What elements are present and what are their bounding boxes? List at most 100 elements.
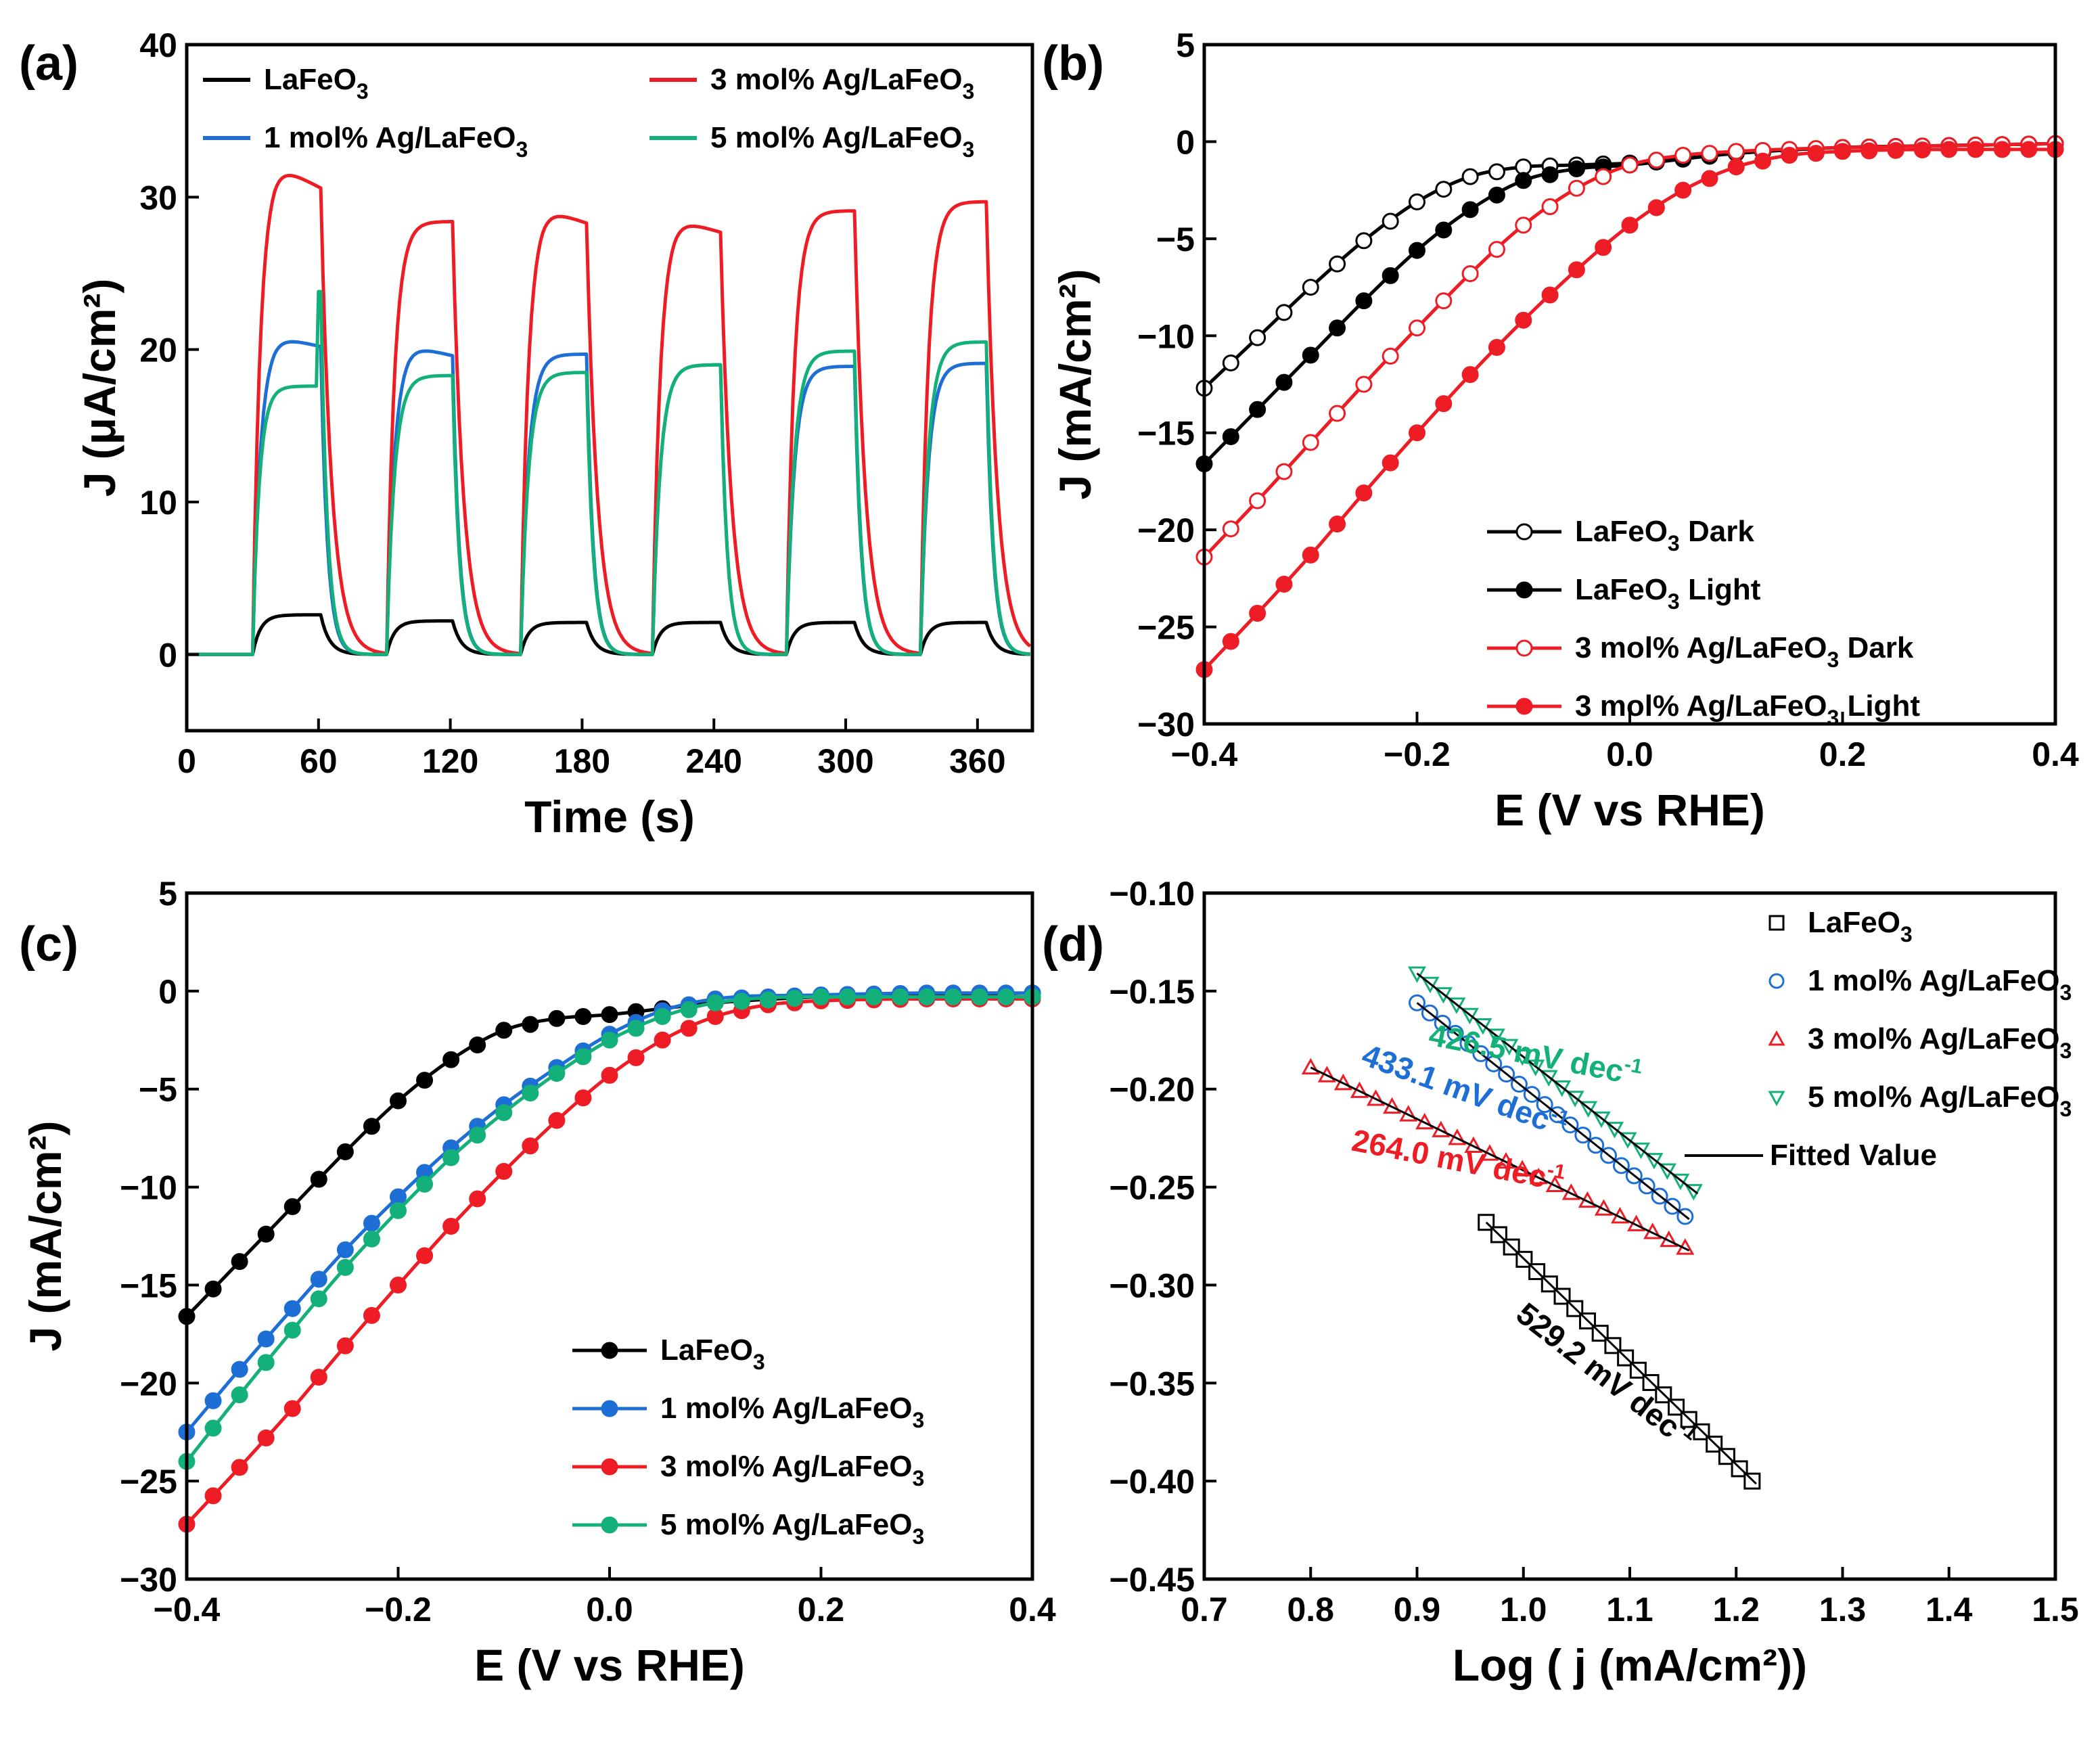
legend-entry-sub: 3 xyxy=(912,1524,924,1549)
data-point xyxy=(1568,179,1585,197)
tafel-value: 264.0 mV dec xyxy=(1349,1122,1549,1195)
legend-entry: 3 mol% Ag/LaFeO3 xyxy=(710,63,974,104)
legend-marker xyxy=(1768,1030,1785,1046)
legend-marker xyxy=(601,1458,618,1476)
data-point xyxy=(627,1020,645,1037)
panel-label: (b) xyxy=(1042,37,1104,91)
legend-marker xyxy=(1515,639,1533,657)
x-tick-label: 0.4 xyxy=(1009,1591,1056,1628)
data-point xyxy=(283,1300,301,1317)
legend-entry-sub: 3 xyxy=(516,137,528,162)
data-point xyxy=(1302,346,1319,364)
data-point xyxy=(336,1337,354,1354)
fit-line xyxy=(1416,972,1699,1195)
data-point xyxy=(495,1103,513,1121)
legend-entry-main: 3 mol% Ag/LaFeO xyxy=(1575,631,1827,664)
data-point xyxy=(1222,633,1239,650)
data-point xyxy=(416,1072,434,1089)
legend-entry: 3 mol% Ag/LaFeO3 xyxy=(660,1450,924,1490)
legend-entry-main: LaFeO xyxy=(1575,573,1668,606)
legend-entry: LaFeO3 xyxy=(1808,906,1913,947)
y-tick-label: 30 xyxy=(139,179,177,216)
fit-line xyxy=(1485,1221,1757,1485)
data-point xyxy=(336,1258,354,1276)
data-point xyxy=(680,1001,698,1018)
data-point xyxy=(522,1085,539,1102)
legend-entry-main: LaFeO xyxy=(264,63,357,96)
data-point xyxy=(1541,198,1559,216)
legend-entry-main: 3 mol% Ag/LaFeO xyxy=(710,63,962,96)
legend-entry: Fitted Value xyxy=(1770,1139,1937,1172)
data-point xyxy=(363,1230,380,1248)
legend-entry-sub: 3 xyxy=(1668,589,1680,614)
legend-entry-sub: 3 xyxy=(753,1350,765,1374)
data-point xyxy=(1674,181,1692,199)
data-point xyxy=(839,988,857,1006)
data-point xyxy=(1568,261,1585,279)
data-point xyxy=(1409,242,1425,259)
data-point xyxy=(627,1049,645,1066)
data-point xyxy=(363,1306,380,1324)
legend-entry-main: LaFeO xyxy=(1808,906,1900,939)
legend-entry-sub: 3 xyxy=(1668,531,1680,555)
data-point xyxy=(231,1459,248,1476)
data-point xyxy=(548,1112,566,1129)
data-point xyxy=(310,1170,327,1188)
y-tick-label: −0.30 xyxy=(1109,1267,1195,1304)
x-axis-label: E (V vs RHE) xyxy=(474,1640,745,1690)
legend-entry-sub: 3 xyxy=(2059,980,2072,1005)
panel-label: (d) xyxy=(1042,917,1104,972)
y-tick-label: −30 xyxy=(1137,706,1195,744)
x-tick-label: 1.4 xyxy=(1925,1591,1973,1628)
y-tick-label: −10 xyxy=(120,1169,177,1207)
data-point xyxy=(1249,401,1266,418)
data-point xyxy=(257,1354,275,1371)
data-point xyxy=(1461,168,1479,185)
data-point xyxy=(1222,428,1239,445)
legend-entry-suffix: Light xyxy=(1839,689,1920,723)
data-point xyxy=(1913,141,1931,159)
legend-entry-sub: 3 xyxy=(912,1408,924,1432)
x-tick-label: 0.7 xyxy=(1181,1591,1228,1628)
data-point xyxy=(442,1218,460,1235)
panel-b: −0.4 −0.2 0.0 0.2 0.4 5 0 −5 −10 −15 −20 −25 −30 E (V… xyxy=(1042,26,2079,835)
data-point xyxy=(1355,484,1373,502)
legend-entry-main: LaFeO xyxy=(1575,515,1668,548)
data-point xyxy=(390,1092,407,1110)
legend-marker xyxy=(601,1342,618,1359)
x-tick-label: 0.0 xyxy=(586,1591,633,1628)
x-tick-label: −0.4 xyxy=(154,1591,221,1628)
legend-marker xyxy=(1515,698,1533,715)
data-point xyxy=(1568,160,1585,178)
x-tick-label: 0.8 xyxy=(1287,1591,1334,1628)
data-point xyxy=(1409,424,1425,442)
data-point xyxy=(257,1429,275,1446)
y-tick-label: −0.25 xyxy=(1109,1169,1195,1207)
legend-entry-suffix: Dark xyxy=(1839,631,1914,664)
data-point xyxy=(1275,373,1293,391)
plot-frame xyxy=(185,43,1034,733)
x-tick-label: 1.5 xyxy=(2032,1591,2079,1628)
legend-entry-main: 5 mol% Ag/LaFeO xyxy=(1808,1080,2059,1114)
y-tick-label: −20 xyxy=(120,1365,177,1403)
x-tick-label: 60 xyxy=(300,742,338,780)
y-tick-label: 20 xyxy=(139,332,177,369)
data-point xyxy=(257,1225,275,1243)
data-point xyxy=(1329,319,1346,337)
data-point xyxy=(231,1253,248,1271)
data-point xyxy=(1275,463,1293,480)
x-tick-label: 360 xyxy=(949,742,1005,780)
y-tick-label: −10 xyxy=(1137,317,1195,355)
legend-marker xyxy=(601,1400,618,1417)
data-point xyxy=(1435,181,1453,198)
data-point xyxy=(1355,292,1373,310)
legend-entry-main: 3 mol% Ag/LaFeO xyxy=(1808,1022,2059,1055)
data-point xyxy=(336,1143,354,1160)
y-tick-label: −5 xyxy=(139,1071,177,1109)
data-point xyxy=(548,1009,566,1027)
data-point xyxy=(1461,265,1479,282)
data-point xyxy=(601,1006,618,1024)
data-point xyxy=(1329,516,1346,533)
x-axis-label: E (V vs RHE) xyxy=(1494,785,1765,835)
